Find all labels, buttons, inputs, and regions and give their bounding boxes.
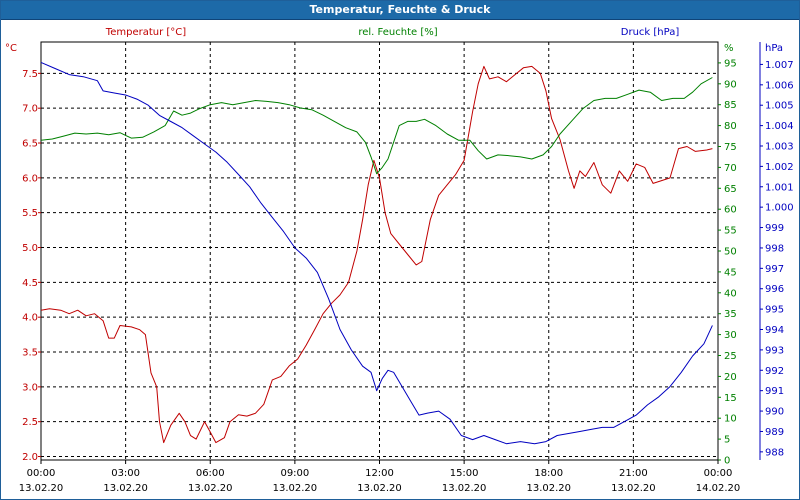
pressure-tick-label: 1.007 (765, 60, 794, 71)
x-tick-time-label: 06:00 (196, 468, 225, 479)
x-tick-time-label: 09:00 (280, 468, 309, 479)
x-tick-date-label: 13.02.20 (19, 483, 64, 494)
temperature-series-line (40, 65, 713, 444)
x-tick-time-label: 15:00 (450, 468, 479, 479)
temperature-tick-label: 4.5 (22, 278, 38, 289)
pressure-tick-label: 992 (765, 366, 784, 377)
pressure-tick-label: 990 (765, 407, 784, 418)
temperature-tick-label: 3.5 (22, 348, 38, 359)
humidity-tick-label: 75 (724, 142, 737, 153)
x-tick-time-label: 03:00 (111, 468, 140, 479)
title-bar: Temperatur, Feuchte & Druck (1, 1, 799, 20)
humidity-tick-label: 80 (724, 121, 737, 132)
x-axis-ticks: 00:00 13.02.20 03:00 13.02.20 06:00 13.02.20 0… (19, 460, 741, 494)
humidity-axis-ticks: 0 5 10 15 20 25 30 35 40 45 50 55 60 65 70 75 80 85 90 95 (718, 58, 737, 467)
x-tick-date-label: 13.02.20 (188, 483, 233, 494)
temperature-tick-label: 2.5 (22, 417, 38, 428)
pressure-tick-label: 1.003 (765, 141, 794, 152)
humidity-tick-label: 35 (724, 309, 737, 320)
pressure-tick-label: 998 (765, 243, 784, 254)
series-layer (40, 61, 713, 445)
horizontal-grid (41, 72, 718, 458)
humidity-tick-label: 40 (724, 288, 737, 299)
pressure-series-line (40, 61, 713, 445)
humidity-tick-label: 60 (724, 205, 737, 216)
humidity-tick-label: 10 (724, 414, 737, 425)
pressure-tick-label: 994 (765, 325, 784, 336)
chart-title: Temperatur, Feuchte & Druck (309, 3, 491, 16)
humidity-tick-label: 30 (724, 330, 737, 341)
humidity-tick-label: 45 (724, 267, 737, 278)
x-tick-date-label: 13.02.20 (611, 483, 656, 494)
pressure-tick-label: 1.000 (765, 203, 794, 214)
pressure-tick-label: 1.002 (765, 162, 794, 173)
x-tick-time-label: 00:00 (704, 468, 733, 479)
x-tick-time-label: 18:00 (534, 468, 563, 479)
humidity-tick-label: 65 (724, 184, 737, 195)
x-tick-time-label: 12:00 (365, 468, 394, 479)
pressure-tick-label: 991 (765, 386, 784, 397)
humidity-tick-label: 0 (724, 456, 730, 467)
temperature-tick-label: 6.5 (22, 139, 38, 150)
humidity-tick-label: 25 (724, 351, 737, 362)
humidity-series-line (40, 77, 713, 175)
pressure-tick-label: 989 (765, 427, 784, 438)
temperature-axis-label: Temperatur [°C] (105, 27, 186, 38)
humidity-tick-label: 50 (724, 247, 737, 258)
pressure-tick-label: 1.005 (765, 101, 794, 112)
x-tick-date-label: 13.02.20 (442, 483, 487, 494)
x-tick-date-label: 13.02.20 (526, 483, 571, 494)
pressure-tick-label: 1.006 (765, 80, 794, 91)
pressure-unit: hPa (765, 43, 783, 54)
pressure-axis-ticks: 988 989 990 991 992 993 994 995 996 997 998 999 1.00… (759, 42, 794, 460)
humidity-tick-label: 95 (724, 58, 737, 69)
pressure-tick-label: 997 (765, 264, 784, 275)
pressure-tick-label: 1.001 (765, 182, 794, 193)
x-tick-date-label: 14.02.20 (696, 483, 741, 494)
temperature-tick-label: 6.0 (22, 173, 38, 184)
temperature-tick-label: 4.0 (22, 313, 38, 324)
humidity-tick-label: 90 (724, 79, 737, 90)
pressure-tick-label: 999 (765, 223, 784, 234)
temperature-tick-label: 7.0 (22, 104, 38, 115)
pressure-axis-label: Druck [hPa] (621, 27, 680, 38)
humidity-tick-label: 55 (724, 226, 737, 237)
vertical-grid (125, 42, 634, 460)
pressure-tick-label: 996 (765, 284, 784, 295)
pressure-tick-label: 993 (765, 345, 784, 356)
x-tick-time-label: 00:00 (27, 468, 56, 479)
temperature-tick-label: 5.5 (22, 208, 38, 219)
humidity-axis-label: rel. Feuchte [%] (358, 27, 437, 38)
x-tick-date-label: 13.02.20 (273, 483, 318, 494)
humidity-tick-label: 5 (724, 435, 730, 446)
temperature-tick-label: 3.0 (22, 382, 38, 393)
pressure-tick-label: 988 (765, 447, 784, 458)
humidity-unit: % (724, 43, 734, 54)
humidity-tick-label: 20 (724, 372, 737, 383)
x-tick-time-label: 21:00 (619, 468, 648, 479)
humidity-tick-label: 85 (724, 100, 737, 111)
chart-canvas: 2.0 2.5 3.0 3.5 4.0 4.5 5.0 5.5 6.0 6.5 7.0 7.5 0 5 1… (5, 27, 794, 494)
temperature-axis-ticks: 2.0 2.5 3.0 3.5 4.0 4.5 5.0 5.5 6.0 6.5 7.0 7.5 (22, 69, 41, 463)
temperature-tick-label: 7.5 (22, 69, 38, 80)
temperature-unit: °C (5, 43, 17, 54)
pressure-tick-label: 1.004 (765, 121, 794, 132)
temperature-tick-label: 5.0 (22, 243, 38, 254)
pressure-tick-label: 995 (765, 305, 784, 316)
temperature-tick-label: 2.0 (22, 452, 38, 463)
humidity-tick-label: 70 (724, 163, 737, 174)
x-tick-date-label: 13.02.20 (103, 483, 148, 494)
x-tick-date-label: 13.02.20 (357, 483, 402, 494)
humidity-tick-label: 15 (724, 393, 737, 404)
